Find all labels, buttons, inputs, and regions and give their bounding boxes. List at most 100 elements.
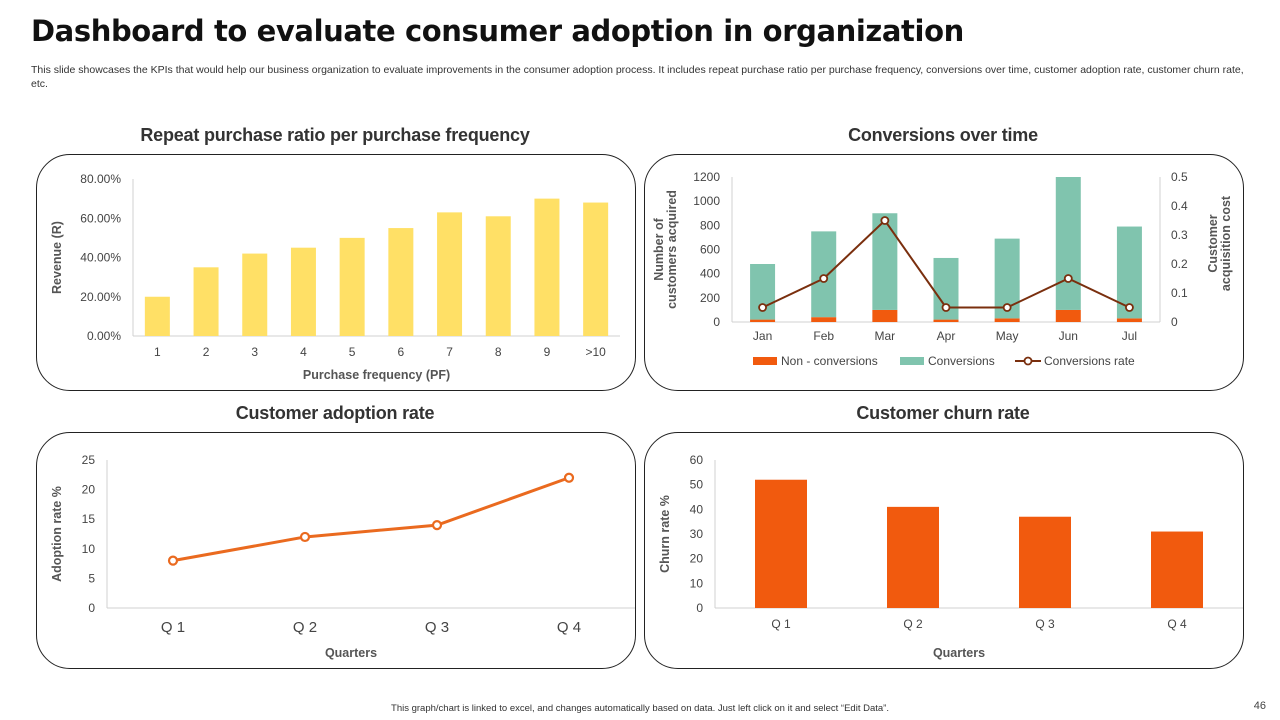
churn-rate-chart: 0 10 20 30 40 50 60 Q 1 Q 2 Q 3 Q 4 Quarters Churn r… — [658, 453, 1243, 660]
y2-tick-label: 0.4 — [1171, 199, 1188, 213]
x-tick-label: 9 — [544, 345, 551, 359]
x-tick-label: 6 — [398, 345, 405, 359]
adoption-rate-point — [431, 520, 443, 531]
x-tick-label: Jul — [1122, 329, 1137, 343]
churn-rate-panel: 0 10 20 30 40 50 60 Q 1 Q 2 Q 3 Q 4 Quarters Churn r… — [644, 432, 1244, 669]
adoption-rate-point — [299, 531, 311, 543]
x-axis-title: Quarters — [325, 646, 377, 660]
adoption-rate-line — [172, 476, 570, 563]
adoption-rate-chart: 0 5 10 15 20 25 Q 1 Q 2 Q 3 Q 4 Quarters Adoption r… — [50, 453, 635, 660]
x-tick-label: 8 — [495, 345, 502, 359]
x-tick-label: Feb — [813, 329, 834, 343]
x-tick-label: Jan — [753, 329, 772, 343]
bar-non-conversions — [933, 319, 959, 322]
x-tick-label: Q 3 — [1035, 617, 1055, 631]
legend-swatch-non-conversions — [753, 357, 777, 365]
bar — [388, 228, 414, 336]
y-tick-label: 10 — [690, 576, 704, 590]
y-tick-label: 5 — [88, 571, 95, 585]
y-tick-label: 60.00% — [80, 211, 121, 225]
y2-axis-title: Customeracquisition cost — [1206, 195, 1233, 291]
x-tick-label: 4 — [300, 345, 307, 359]
conversions-rate-point — [819, 274, 829, 283]
y-axis-title-line: customers acquired — [665, 190, 679, 309]
y2-tick-label: 0.5 — [1171, 170, 1188, 184]
y-tick-label: 0 — [696, 601, 703, 615]
y-tick-label: 15 — [82, 512, 96, 526]
conversions-rate-point — [1063, 274, 1073, 283]
y2-axis-title-line: acquisition cost — [1219, 195, 1233, 291]
adoption-rate-panel: 0 5 10 15 20 25 Q 1 Q 2 Q 3 Q 4 Quarters Adoption r… — [36, 432, 636, 669]
legend-swatch-conversions — [900, 357, 924, 365]
y-tick-label: 80.00% — [80, 172, 121, 186]
bar-non-conversions — [1055, 309, 1081, 322]
x-tick-label: >10 — [585, 345, 606, 359]
y-axis-title: Adoption rate % — [50, 486, 64, 582]
bar — [193, 267, 219, 336]
conversions-rate-point — [880, 216, 890, 225]
bar — [242, 253, 268, 336]
y2-tick-label: 0.3 — [1171, 228, 1188, 242]
x-tick-label: Q 3 — [425, 619, 449, 636]
x-tick-label: Q 2 — [293, 619, 317, 636]
x-tick-label: Apr — [937, 329, 956, 343]
legend-label-conversions: Conversions — [928, 354, 995, 368]
conversions-rate-point — [941, 303, 951, 312]
y-tick-label: 1000 — [693, 194, 720, 208]
conversions-chart-title: Conversions over time — [848, 125, 1038, 145]
churn-rate-chart-title: Customer churn rate — [856, 403, 1030, 423]
repeat-purchase-panel: 0.00% 20.00% 40.00% 60.00% 80.00% 1 2 3 4 5 6 7 8 9 >1… — [36, 154, 636, 391]
y-tick-label: 60 — [690, 453, 704, 467]
bar-non-conversions — [750, 319, 776, 322]
y2-tick-label: 0.1 — [1171, 286, 1188, 300]
y-tick-label: 20 — [690, 552, 704, 566]
y-tick-label: 0.00% — [87, 329, 121, 343]
x-tick-label: Mar — [875, 329, 896, 343]
conversions-chart: 0 200 400 600 800 1000 1200 0 0.1 0.2 0.3 0.4 0.5 Jan… — [652, 170, 1233, 368]
y-tick-label: 10 — [82, 542, 96, 556]
bar-non-conversions — [872, 309, 898, 322]
y-tick-label: 400 — [700, 267, 720, 281]
x-tick-label: May — [996, 329, 1019, 343]
y-tick-label: 20 — [82, 483, 96, 497]
y-axis-title: Number ofcustomers acquired — [652, 190, 679, 309]
x-tick-label: 5 — [349, 345, 356, 359]
legend-label-non-conversions: Non - conversions — [781, 354, 878, 368]
y-tick-label: 0 — [88, 601, 95, 615]
conversions-rate-point — [758, 303, 767, 312]
y-tick-label: 600 — [700, 243, 720, 257]
y-tick-label: 40.00% — [80, 251, 121, 265]
bar — [1019, 516, 1071, 608]
repeat-purchase-chart-title: Repeat purchase ratio per purchase frequ… — [140, 125, 530, 145]
bar — [485, 216, 511, 336]
x-tick-label: Q 1 — [771, 617, 791, 631]
y-tick-label: 1200 — [693, 170, 720, 184]
y-axis-title: Revenue (R) — [50, 221, 64, 294]
bar-conversions — [1055, 177, 1081, 310]
y-axis-title: Churn rate % — [658, 495, 672, 573]
repeat-purchase-chart: 0.00% 20.00% 40.00% 60.00% 80.00% 1 2 3 4 5 6 7 8 9 >1… — [50, 172, 620, 382]
bar — [887, 506, 939, 608]
x-tick-label: Q 4 — [557, 619, 581, 636]
bar — [144, 296, 170, 336]
page-description: This slide showcases the KPIs that would… — [31, 64, 1244, 90]
bar — [1151, 531, 1203, 608]
conversions-rate-point — [1002, 303, 1012, 312]
bar — [534, 198, 560, 336]
x-axis-title: Quarters — [933, 646, 985, 660]
bar-non-conversions — [811, 317, 837, 322]
y2-axis-title-line: Customer — [1206, 214, 1220, 272]
y2-tick-label: 0.2 — [1171, 257, 1188, 271]
x-tick-label: 7 — [446, 345, 453, 359]
x-tick-label: 2 — [203, 345, 210, 359]
x-tick-label: Q 4 — [1167, 617, 1187, 631]
x-tick-label: 3 — [251, 345, 258, 359]
page-number: 46 — [1253, 700, 1266, 712]
x-tick-label: Jun — [1059, 329, 1078, 343]
conversions-rate-point — [1125, 303, 1134, 312]
bar — [437, 212, 463, 336]
y-tick-label: 25 — [82, 453, 96, 467]
adoption-rate-chart-title: Customer adoption rate — [235, 403, 435, 423]
adoption-rate-point — [563, 472, 575, 483]
adoption-rate-point — [167, 555, 179, 566]
